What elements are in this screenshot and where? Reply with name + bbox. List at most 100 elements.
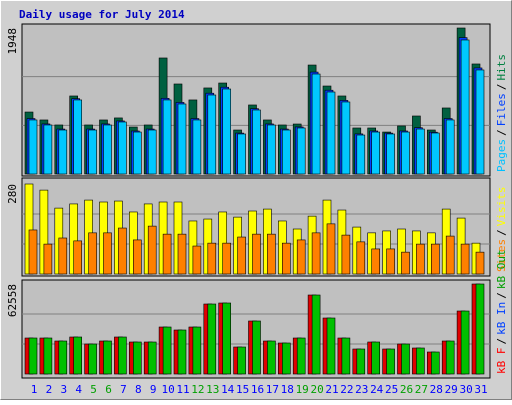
bar — [118, 336, 127, 375]
bar — [252, 233, 261, 275]
bar — [88, 129, 97, 175]
bar — [88, 232, 97, 275]
bar — [177, 233, 187, 275]
legend-entry: Pages — [495, 139, 508, 172]
bar — [118, 227, 127, 275]
legend-entry: kB F — [495, 348, 508, 375]
bar — [177, 103, 187, 175]
bar — [445, 119, 455, 175]
bar — [222, 302, 231, 375]
x-tick-label: 30 — [459, 383, 472, 396]
legend-entry: kB Out — [495, 249, 508, 289]
bar — [237, 346, 246, 375]
bar — [133, 131, 142, 175]
bar — [281, 342, 291, 375]
x-tick-label: 3 — [60, 383, 67, 396]
bar — [296, 239, 306, 275]
bar — [207, 94, 217, 175]
bar — [28, 229, 38, 275]
legend-entry: Files — [495, 93, 508, 126]
bar — [207, 303, 217, 375]
x-tick-label: 6 — [105, 383, 112, 396]
bar — [103, 340, 112, 375]
bar — [73, 240, 82, 275]
x-tick-label: 7 — [120, 383, 127, 396]
legend-entry: Hits — [495, 54, 508, 81]
x-tick-label: 21 — [325, 383, 338, 396]
bar — [326, 91, 336, 175]
bar — [326, 223, 336, 275]
x-tick-label: 13 — [206, 383, 219, 396]
legend-entry: Visits — [495, 187, 508, 227]
bar — [237, 133, 246, 175]
bar — [43, 337, 53, 375]
bar — [118, 121, 127, 175]
x-tick-label: 31 — [474, 383, 487, 396]
bar — [147, 225, 157, 275]
bar — [311, 294, 321, 375]
bar — [252, 320, 261, 375]
bar — [371, 341, 381, 375]
x-tick-label: 5 — [90, 383, 97, 396]
x-tick-label: 20 — [310, 383, 323, 396]
x-tick-label: 28 — [430, 383, 443, 396]
bar — [475, 69, 485, 175]
x-tick-label: 22 — [340, 383, 353, 396]
x-tick-label: 19 — [296, 383, 309, 396]
bar — [177, 329, 187, 375]
bar — [267, 124, 276, 175]
x-tick-label: 1 — [31, 383, 38, 396]
x-tick-label: 23 — [355, 383, 368, 396]
bar — [341, 101, 351, 175]
bar — [386, 348, 395, 375]
bar — [416, 243, 425, 275]
bar — [371, 248, 381, 275]
bar — [192, 119, 202, 175]
bar — [207, 242, 217, 275]
bar — [281, 242, 291, 275]
bar — [88, 343, 97, 375]
bar — [460, 39, 470, 175]
bar — [43, 124, 53, 175]
x-tick-label: 17 — [266, 383, 279, 396]
bar — [401, 343, 410, 375]
x-tick-label: 12 — [191, 383, 204, 396]
bar — [356, 134, 366, 175]
legend-entry: kB In — [495, 302, 508, 335]
bar — [73, 336, 82, 375]
bar — [43, 243, 53, 275]
x-tick-label: 18 — [281, 383, 294, 396]
x-tick-label: 25 — [385, 383, 398, 396]
bar — [475, 283, 485, 375]
x-tick-label: 16 — [251, 383, 264, 396]
bar — [296, 337, 306, 375]
bar — [416, 128, 425, 175]
bar — [281, 129, 291, 175]
bar — [192, 245, 202, 275]
bar — [222, 88, 231, 175]
bar — [73, 99, 82, 175]
legend-separator: / — [495, 84, 508, 91]
legend-separator: / — [495, 292, 508, 299]
y-tick-label: 280 — [6, 184, 19, 204]
bar — [401, 131, 410, 175]
x-tick-label: 24 — [370, 383, 384, 396]
bar — [103, 232, 112, 275]
legend-separator: / — [495, 229, 508, 236]
bar — [162, 233, 172, 275]
bar — [103, 124, 112, 175]
x-tick-label: 9 — [150, 383, 157, 396]
bar — [252, 109, 261, 175]
bar — [28, 119, 38, 175]
bar — [445, 340, 455, 375]
bar — [430, 132, 440, 175]
bar — [267, 340, 276, 375]
bar — [311, 232, 321, 275]
bar — [267, 233, 276, 275]
bar — [460, 310, 470, 375]
bar — [296, 127, 306, 175]
bar — [386, 133, 395, 175]
x-tick-label: 27 — [415, 383, 428, 396]
bar — [133, 341, 142, 375]
